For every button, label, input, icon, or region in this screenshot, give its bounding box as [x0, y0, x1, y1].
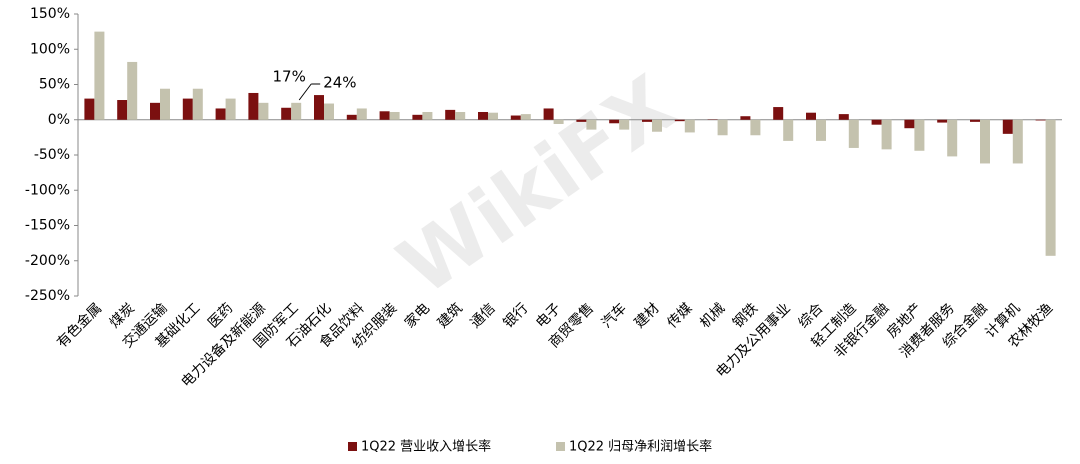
bar	[1002, 119, 1013, 134]
bar	[576, 119, 587, 122]
bar	[609, 119, 620, 124]
legend-label: 1Q22 营业收入增长率	[361, 439, 491, 455]
x-tick-label: 银行	[500, 300, 531, 331]
bar	[225, 98, 236, 120]
bar	[379, 111, 390, 120]
bar	[717, 119, 728, 136]
bar	[127, 61, 138, 120]
bar	[445, 109, 456, 120]
bar	[684, 119, 695, 133]
bar	[291, 102, 302, 120]
bar	[182, 98, 193, 120]
bar	[1045, 119, 1056, 256]
bar	[488, 112, 498, 120]
bar	[970, 119, 980, 122]
y-tick-label: -200%	[25, 253, 70, 269]
watermark: WikiFX	[382, 58, 691, 313]
y-tick-label: 0%	[48, 112, 70, 128]
bar	[84, 98, 95, 120]
legend-swatch	[348, 442, 357, 451]
bar	[192, 88, 203, 120]
bar	[838, 114, 849, 120]
bar	[215, 108, 226, 120]
x-tick-label: 汽车	[598, 300, 630, 332]
y-tick-label: -150%	[25, 218, 70, 234]
bar	[947, 119, 958, 157]
bar	[248, 92, 259, 120]
bar	[520, 114, 531, 120]
bar	[314, 95, 324, 120]
y-tick-label: 100%	[30, 41, 70, 57]
x-tick-label: 建材	[632, 300, 663, 331]
y-tick-label: -250%	[25, 288, 70, 304]
y-tick-label: -50%	[34, 147, 70, 163]
bar	[356, 108, 367, 120]
bar	[871, 119, 882, 125]
bar	[281, 107, 292, 120]
bar	[412, 114, 423, 120]
x-tick-label: 有色金属	[53, 300, 105, 352]
bar	[553, 119, 564, 124]
legend-swatch	[556, 442, 565, 451]
bar	[455, 111, 466, 120]
bar	[783, 119, 794, 141]
annotation: 17%	[273, 68, 306, 86]
bar	[914, 119, 925, 151]
bar	[324, 103, 334, 120]
bar	[510, 115, 521, 120]
bar	[258, 102, 269, 120]
bar	[478, 111, 488, 120]
bar	[389, 111, 400, 120]
bar	[1035, 119, 1046, 121]
bar	[1012, 119, 1023, 164]
y-tick-label: -100%	[25, 182, 70, 198]
bar	[674, 119, 685, 122]
bar	[117, 100, 128, 120]
bar	[740, 116, 751, 120]
bar	[150, 102, 160, 120]
bar	[543, 108, 554, 120]
bar	[642, 119, 652, 122]
bar	[652, 119, 662, 132]
x-tick-label: 通信	[468, 300, 499, 331]
bar	[806, 112, 816, 120]
bar	[160, 88, 170, 120]
x-tick-label: 机械	[697, 300, 728, 331]
bar	[94, 31, 105, 120]
bar	[937, 119, 948, 123]
bar	[773, 107, 784, 120]
legend-label: 1Q22 归母净利润增长率	[569, 439, 712, 455]
annotation-leader	[298, 83, 312, 101]
bar	[980, 119, 990, 164]
bar	[346, 114, 357, 120]
y-tick-label: 150%	[30, 6, 70, 22]
y-tick-label: 50%	[39, 77, 70, 93]
bar	[750, 119, 761, 136]
bar	[619, 119, 630, 130]
annotation: 24%	[323, 74, 356, 92]
bar	[848, 119, 859, 148]
x-tick-label: 传媒	[664, 300, 695, 331]
bar	[816, 119, 826, 141]
bar	[422, 111, 433, 120]
bar	[881, 119, 892, 150]
bar	[904, 119, 915, 129]
bar	[586, 119, 597, 130]
